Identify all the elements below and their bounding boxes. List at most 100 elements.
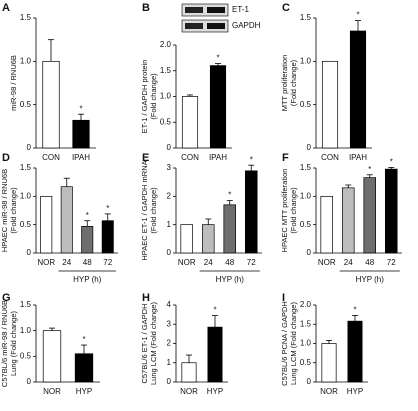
y-axis-label: HPAEC ET-1 / GAPDH mRNA bbox=[140, 160, 149, 260]
y-tick-label: 0 bbox=[167, 143, 172, 152]
y-tick-label: 0 bbox=[307, 377, 312, 386]
bar bbox=[181, 362, 197, 383]
significance-star: * bbox=[213, 306, 216, 315]
y-tick-label: 1.5 bbox=[160, 66, 172, 75]
y-axis-label: (Fold change) bbox=[9, 187, 18, 234]
significance-star: * bbox=[79, 104, 82, 113]
bar bbox=[363, 177, 377, 254]
significance-star: * bbox=[106, 204, 109, 213]
y-tick-label: 1.5 bbox=[300, 319, 312, 328]
y-tick-label: 0.5 bbox=[20, 351, 32, 360]
y-tick-label: 1.0 bbox=[300, 191, 312, 200]
blot-label: GAPDH bbox=[232, 21, 261, 30]
panel-label: B bbox=[142, 2, 150, 14]
y-axis-label: (Fold change) bbox=[149, 73, 158, 120]
panel-label: D bbox=[2, 152, 10, 164]
bar bbox=[341, 187, 355, 254]
y-tick-label: 0 bbox=[307, 248, 312, 257]
bar bbox=[42, 330, 62, 383]
x-tick-label: 48 bbox=[83, 258, 92, 267]
y-tick-label: 1 bbox=[167, 220, 172, 229]
bar bbox=[72, 119, 90, 149]
y-tick-label: 1.5 bbox=[20, 13, 32, 22]
panel-label: F bbox=[282, 152, 289, 164]
panel-label: G bbox=[2, 292, 11, 304]
x-tick-label: IPAH bbox=[349, 153, 367, 162]
bar bbox=[101, 220, 114, 254]
x-tick-label: 24 bbox=[204, 258, 213, 267]
bar bbox=[207, 326, 223, 383]
bar bbox=[40, 195, 53, 254]
y-tick-label: 1.5 bbox=[300, 163, 312, 172]
significance-star: * bbox=[356, 11, 359, 20]
y-tick-label: 1.5 bbox=[20, 163, 32, 172]
y-tick-label: 1.5 bbox=[300, 13, 312, 22]
x-tick-label: NOR bbox=[178, 258, 196, 267]
bar bbox=[349, 30, 367, 149]
bar bbox=[201, 224, 215, 254]
y-tick-label: 0 bbox=[27, 377, 32, 386]
panel-label: H bbox=[142, 292, 150, 304]
y-axis-label: C57BL/6 PCNA / GAPDH bbox=[280, 301, 289, 386]
bar bbox=[81, 226, 94, 254]
bar bbox=[209, 65, 227, 149]
significance-star: * bbox=[82, 335, 85, 344]
y-tick-label: 2.0 bbox=[160, 40, 172, 49]
x-tick-label: NOR bbox=[180, 387, 198, 396]
significance-star: * bbox=[390, 158, 393, 167]
x-tick-label: 72 bbox=[247, 258, 256, 267]
bar bbox=[180, 224, 194, 254]
x-tick-label: 72 bbox=[387, 258, 396, 267]
y-axis-label: (Fold change) bbox=[149, 187, 158, 234]
group-label: HYP (h) bbox=[73, 275, 102, 284]
x-tick-label: HYP bbox=[347, 387, 363, 396]
y-axis-label: HPAEC MTT proliferation bbox=[280, 169, 289, 253]
x-tick-label: 48 bbox=[225, 258, 234, 267]
panel-label: E bbox=[142, 152, 149, 164]
y-tick-label: 1.0 bbox=[300, 339, 312, 348]
x-tick-label: NOR bbox=[318, 258, 336, 267]
blot-band bbox=[185, 23, 203, 29]
y-tick-label: 1.0 bbox=[300, 56, 312, 65]
bar bbox=[384, 168, 398, 254]
blot-band bbox=[207, 7, 225, 13]
y-tick-label: 0.5 bbox=[160, 117, 172, 126]
x-tick-label: 72 bbox=[103, 258, 112, 267]
y-tick-label: 1.0 bbox=[20, 56, 32, 65]
y-tick-label: 1.0 bbox=[160, 92, 172, 101]
y-axis-label: C57BL/6 ET-1 / GAPDH bbox=[140, 303, 149, 383]
x-tick-label: HYP bbox=[76, 387, 92, 396]
y-tick-label: 3 bbox=[167, 163, 172, 172]
bar bbox=[347, 320, 363, 383]
bar bbox=[321, 343, 337, 383]
bar bbox=[320, 195, 334, 254]
x-tick-label: IPAH bbox=[72, 153, 90, 162]
significance-star: * bbox=[250, 155, 253, 164]
y-axis-label: Lung LCM (Fold change) bbox=[289, 302, 298, 385]
significance-star: * bbox=[353, 306, 356, 315]
group-label: HYP (h) bbox=[356, 275, 385, 284]
bar bbox=[321, 60, 339, 149]
y-axis-label: MTT proliferation bbox=[280, 55, 289, 112]
y-axis-label: (Fold change) bbox=[289, 59, 298, 106]
x-tick-label: IPAH bbox=[209, 153, 227, 162]
y-tick-label: 1.0 bbox=[20, 191, 32, 200]
y-tick-label: 0.5 bbox=[300, 220, 312, 229]
y-axis-label: HPAEC miR-98 / RNU6B bbox=[0, 169, 9, 252]
x-tick-label: 48 bbox=[365, 258, 374, 267]
significance-star: * bbox=[228, 191, 231, 200]
y-tick-label: 0 bbox=[27, 248, 32, 257]
y-tick-label: 0.5 bbox=[20, 220, 32, 229]
x-tick-label: 24 bbox=[62, 258, 71, 267]
x-tick-label: CON bbox=[181, 153, 199, 162]
bar bbox=[181, 96, 199, 149]
y-tick-label: 0.5 bbox=[300, 100, 312, 109]
group-label: HYP (h) bbox=[216, 275, 245, 284]
y-axis-label: ET-1 / GAPDH protein bbox=[140, 60, 149, 134]
x-tick-label: NOR bbox=[320, 387, 338, 396]
y-tick-label: 0 bbox=[307, 143, 312, 152]
y-tick-label: 0.5 bbox=[300, 358, 312, 367]
y-tick-label: 1.5 bbox=[20, 300, 32, 309]
y-tick-label: 1.0 bbox=[20, 326, 32, 335]
